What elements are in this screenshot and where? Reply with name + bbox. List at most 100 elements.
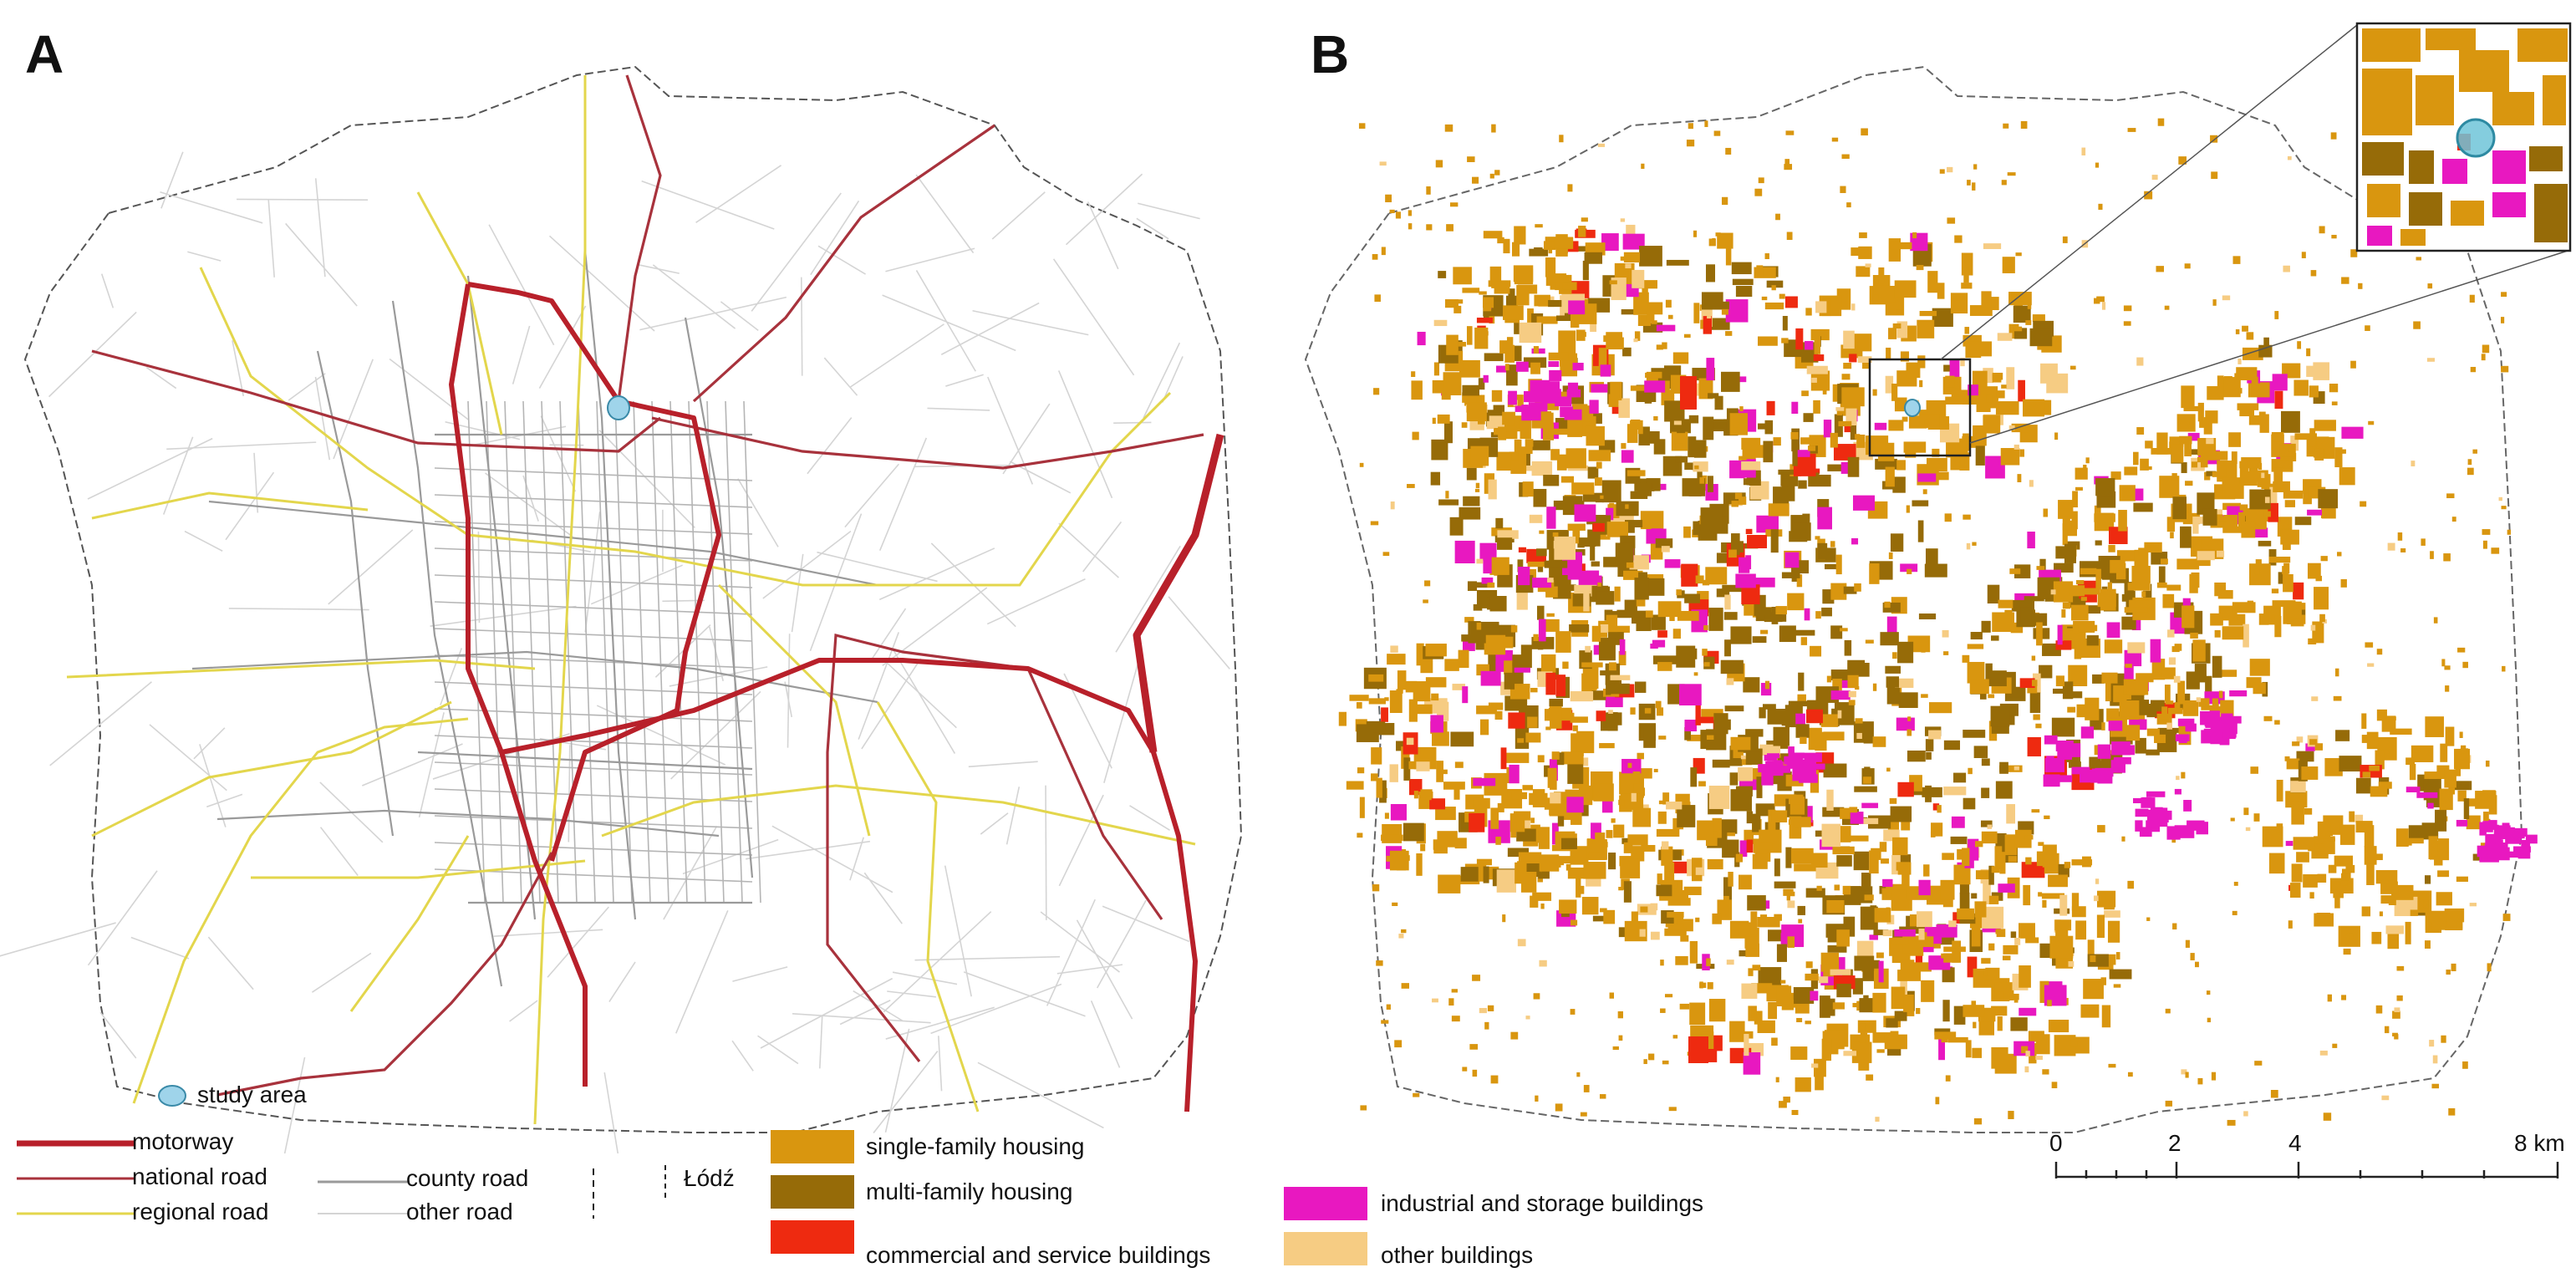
other-road-segment <box>986 578 1086 625</box>
building-footprint <box>1617 1011 1623 1019</box>
building-footprint <box>1813 400 1820 414</box>
building-footprint <box>1932 308 1953 327</box>
building-footprint <box>2048 874 2068 888</box>
building-footprint <box>2293 379 2309 396</box>
building-footprint <box>2456 876 2468 882</box>
building-footprint <box>1460 867 1479 882</box>
building-footprint <box>2249 489 2271 510</box>
building-footprint <box>1836 855 1852 867</box>
inset-building <box>2534 184 2568 242</box>
building-footprint <box>2185 1072 2189 1078</box>
building-footprint <box>1437 414 1450 424</box>
building-footprint <box>1652 639 1666 648</box>
building-footprint <box>1918 879 1931 896</box>
building-footprint <box>1472 1069 1478 1077</box>
building-footprint <box>2287 617 2294 624</box>
building-footprint <box>2101 573 2112 580</box>
building-footprint <box>2513 846 2531 853</box>
building-footprint <box>2258 462 2263 470</box>
building-footprint <box>1411 371 1416 377</box>
building-footprint <box>2218 516 2227 522</box>
building-footprint <box>1851 247 1860 257</box>
other-road-segment <box>817 551 938 583</box>
building-footprint <box>1414 391 1420 398</box>
other-road-segment <box>509 1000 538 1022</box>
building-footprint <box>1515 446 1533 455</box>
other-road-segment <box>1005 787 1021 845</box>
building-footprint <box>1599 1094 1606 1099</box>
building-footprint <box>1761 296 1768 301</box>
building-footprint <box>1494 170 1500 176</box>
building-footprint <box>1549 369 1562 381</box>
building-footprint <box>1846 202 1851 208</box>
building-footprint <box>1443 781 1465 790</box>
building-footprint <box>1445 491 1449 499</box>
building-footprint <box>1630 707 1636 715</box>
other-road-segment <box>434 681 753 695</box>
building-footprint <box>1689 1002 1706 1026</box>
legend-city-icon <box>664 1165 666 1199</box>
other-road-segment <box>603 1072 619 1153</box>
other-road-segment <box>927 407 990 411</box>
building-footprint <box>1796 1017 1803 1023</box>
building-footprint <box>1896 717 1915 731</box>
building-footprint <box>1412 431 1419 440</box>
building-footprint <box>2500 317 2505 323</box>
building-footprint <box>2318 489 2339 509</box>
building-footprint <box>1560 406 1573 418</box>
building-footprint <box>2250 766 2258 774</box>
building-footprint <box>2290 435 2299 451</box>
building-footprint <box>1854 583 1861 592</box>
building-footprint <box>2441 1035 2446 1043</box>
other-road-segment <box>1052 258 1135 376</box>
building-footprint <box>1591 625 1601 642</box>
building-footprint <box>1708 238 1716 247</box>
building-footprint <box>2212 655 2222 678</box>
building-footprint <box>1637 752 1644 760</box>
building-footprint <box>1374 294 1381 303</box>
building-footprint <box>2271 588 2279 593</box>
building-footprint <box>1991 297 1999 311</box>
building-footprint <box>2068 761 2081 768</box>
other-road-segment <box>823 357 858 396</box>
building-footprint <box>1790 431 1799 440</box>
building-footprint <box>1843 1051 1857 1056</box>
building-footprint <box>1356 702 1362 709</box>
building-footprint <box>1623 842 1633 853</box>
building-footprint <box>2365 642 2374 648</box>
building-footprint <box>1555 1103 1563 1112</box>
building-footprint <box>2482 344 2490 354</box>
building-footprint <box>2431 1083 2440 1089</box>
building-footprint <box>2038 842 2044 847</box>
building-footprint <box>1493 405 1505 417</box>
building-footprint <box>2426 358 2435 362</box>
building-footprint <box>1882 602 1901 613</box>
other-road-segment <box>944 865 972 997</box>
building-footprint <box>2339 824 2355 845</box>
building-footprint <box>2041 893 2064 899</box>
building-footprint <box>1444 299 1459 308</box>
building-footprint <box>2274 720 2280 725</box>
building-footprint <box>1872 389 1877 396</box>
building-footprint <box>1484 353 1504 362</box>
building-footprint <box>2035 1034 2050 1055</box>
building-footprint <box>1672 629 1681 639</box>
building-footprint <box>2151 659 2166 680</box>
building-footprint <box>1715 232 1721 237</box>
building-footprint <box>1830 432 1838 448</box>
building-footprint <box>2206 471 2217 476</box>
building-footprint <box>1906 505 1910 513</box>
building-footprint <box>2405 757 2416 766</box>
building-footprint <box>1901 865 1910 889</box>
building-footprint <box>1695 703 1701 725</box>
building-footprint <box>2059 894 2068 916</box>
building-footprint <box>2104 910 2120 918</box>
building-footprint <box>1731 501 1739 507</box>
building-footprint <box>1811 377 1817 383</box>
building-footprint <box>2283 265 2290 272</box>
building-footprint <box>2043 774 2060 787</box>
building-footprint <box>2029 480 2034 487</box>
building-footprint <box>2136 357 2144 366</box>
building-footprint <box>2463 798 2470 819</box>
building-footprint <box>1729 772 1739 786</box>
